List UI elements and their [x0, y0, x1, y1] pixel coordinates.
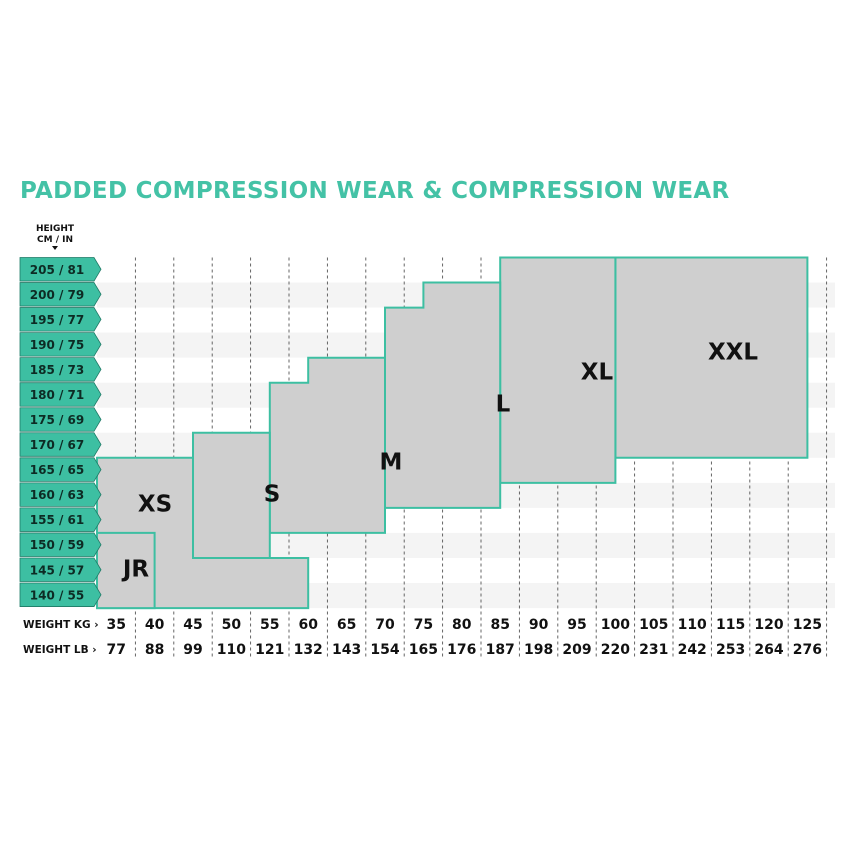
size-region-m	[268, 356, 386, 534]
weight-lb-tick: 143	[332, 642, 361, 658]
weight-kg-tick: 50	[222, 617, 242, 633]
weight-kg-tick: 40	[145, 617, 165, 633]
weight-lb-tick: 231	[639, 642, 668, 658]
height-label: 185 / 73	[30, 363, 85, 377]
height-label: 195 / 77	[30, 313, 85, 327]
weight-kg-tick: 65	[337, 617, 356, 633]
weight-kg-tick: 60	[298, 617, 318, 633]
weight-kg-tick: 35	[106, 617, 125, 633]
weight-kg-tick: 70	[375, 617, 395, 633]
height-axis-label-line2: CM / IN	[37, 235, 73, 245]
height-tag	[19, 382, 102, 407]
size-label-l: L	[496, 392, 511, 418]
weight-lb-tick: 253	[716, 642, 745, 658]
weight-lb-tick: 110	[217, 642, 246, 658]
height-label: 160 / 63	[30, 488, 85, 502]
height-axis-label-line1: HEIGHT	[35, 224, 75, 234]
height-label: 175 / 69	[30, 413, 85, 427]
height-tag	[19, 557, 102, 582]
weight-lb-tick: 264	[754, 642, 783, 658]
height-tag	[19, 332, 102, 357]
weight-kg-tick: 80	[452, 617, 472, 633]
height-tag	[19, 357, 102, 382]
height-axis-arrow-icon	[52, 246, 58, 250]
chart-title: PADDED COMPRESSION WEAR & COMPRESSION WE…	[20, 178, 730, 204]
size-label-s: S	[264, 482, 281, 508]
weight-kg-tick: 85	[490, 617, 509, 633]
weight-lb-label: WEIGHT LB ›	[23, 644, 97, 656]
weight-lb-tick: 88	[145, 642, 164, 658]
weight-kg-tick: 100	[601, 617, 630, 633]
weight-kg-tick: 110	[678, 617, 707, 633]
height-tag	[19, 532, 102, 557]
weight-kg-tick: 115	[716, 617, 745, 633]
height-label: 205 / 81	[30, 263, 85, 277]
size-label-xxl: XXL	[708, 340, 758, 366]
weight-lb-tick: 154	[370, 642, 399, 658]
weight-lb-tick: 209	[562, 642, 591, 658]
weight-kg-label: WEIGHT KG ›	[23, 619, 99, 631]
size-label-jr: JR	[121, 557, 150, 583]
weight-lb-tick: 198	[524, 642, 553, 658]
height-tag	[19, 307, 102, 332]
height-axis-label: HEIGHT CM / IN	[24, 224, 86, 250]
size-label-xs: XS	[138, 492, 172, 518]
weight-lb-tick: 276	[793, 642, 822, 658]
weight-lb-tick: 99	[183, 642, 202, 658]
height-label: 165 / 65	[30, 463, 85, 477]
weight-lb-tick: 77	[106, 642, 125, 658]
size-label-xl: XL	[581, 360, 614, 386]
weight-lb-tick: 121	[255, 642, 284, 658]
weight-kg-tick: 125	[793, 617, 822, 633]
height-label: 170 / 67	[30, 438, 85, 452]
height-tag	[19, 432, 102, 457]
weight-lb-tick: 176	[447, 642, 476, 658]
weight-kg-tick: 95	[567, 617, 586, 633]
height-tag	[19, 257, 102, 282]
height-label: 180 / 71	[30, 388, 85, 402]
weight-kg-tick: 90	[529, 617, 549, 633]
height-label: 155 / 61	[30, 513, 85, 527]
weight-lb-tick: 242	[678, 642, 707, 658]
height-tag	[19, 507, 102, 532]
weight-kg-tick: 45	[183, 617, 202, 633]
height-label: 190 / 75	[30, 338, 85, 352]
weight-lb-tick: 220	[601, 642, 630, 658]
height-label: 145 / 57	[30, 563, 85, 577]
weight-kg-tick: 75	[414, 617, 433, 633]
height-tag	[19, 407, 102, 432]
height-tag	[19, 482, 102, 507]
height-tag	[19, 582, 102, 607]
weight-kg-tick: 55	[260, 617, 279, 633]
size-region-s	[192, 431, 271, 559]
size-region-jr	[96, 531, 156, 610]
weight-lb-tick: 187	[486, 642, 515, 658]
height-label: 140 / 55	[30, 588, 85, 602]
height-tag	[19, 282, 102, 307]
weight-lb-tick: 132	[294, 642, 323, 658]
weight-lb-tick: 165	[409, 642, 438, 658]
height-label: 150 / 59	[30, 538, 85, 552]
weight-kg-tick: 120	[754, 617, 783, 633]
height-tag	[19, 457, 102, 482]
size-label-m: M	[380, 450, 403, 476]
height-label: 200 / 79	[30, 288, 85, 302]
weight-kg-tick: 105	[639, 617, 668, 633]
